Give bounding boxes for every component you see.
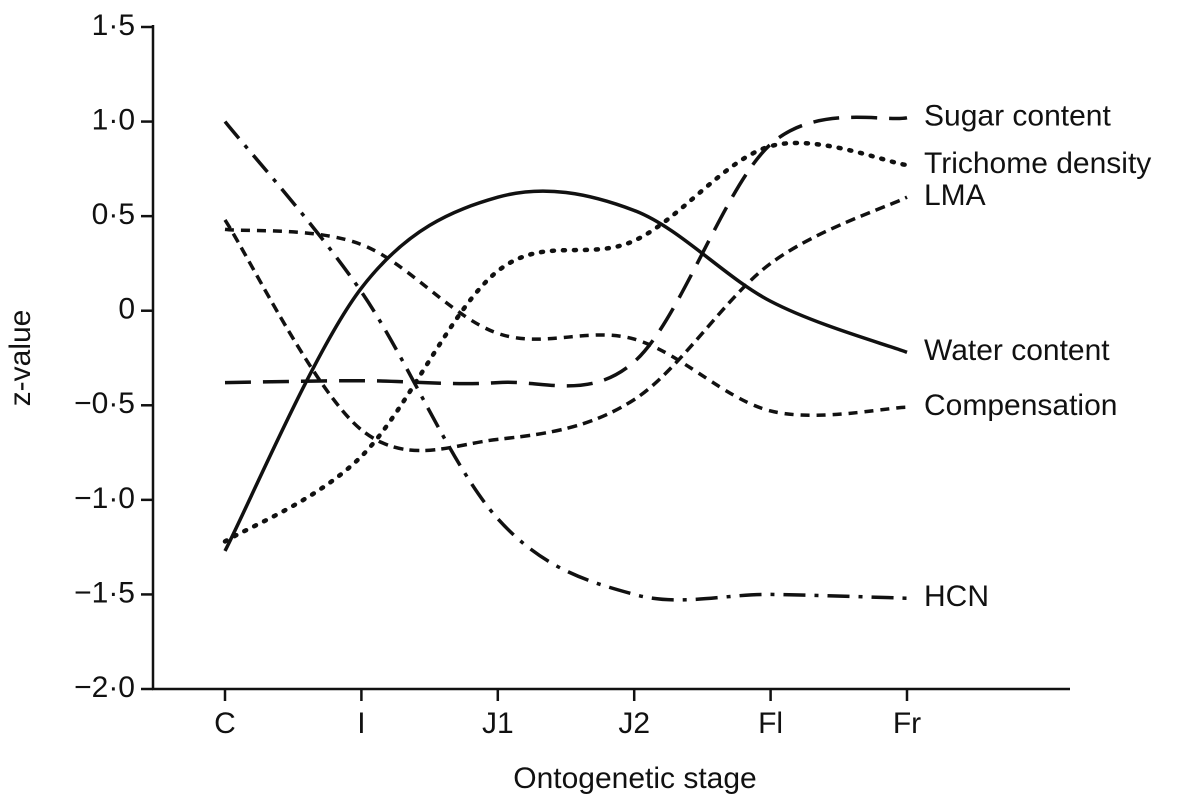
x-tick-label: J1 (482, 707, 514, 740)
x-tick-label: I (357, 707, 365, 740)
y-tick-label: −2·0 (74, 671, 135, 704)
x-tick-label: C (214, 707, 236, 740)
y-axis-label: z-value (4, 310, 37, 407)
y-tick-label: 1·5 (92, 9, 135, 42)
series-line (223, 195, 908, 453)
series-line (223, 189, 908, 552)
y-tick-label: 0 (118, 293, 135, 326)
series-line (223, 120, 908, 602)
series-label: Trichome density (924, 147, 1151, 180)
x-tick-label: J2 (618, 707, 650, 740)
series-label: Water content (924, 334, 1110, 367)
y-tick-label: 1·0 (92, 103, 135, 136)
y-tick-label: −1·5 (74, 576, 135, 609)
x-tick-label: Fr (893, 707, 921, 740)
series-label: Compensation (924, 389, 1117, 422)
series-line (224, 115, 908, 388)
series-line (222, 140, 910, 544)
y-tick-label: 0·5 (92, 198, 135, 231)
series-label: LMA (924, 179, 986, 212)
y-tick-label: −1·0 (74, 482, 135, 515)
series-label: Sugar content (924, 100, 1111, 133)
series-label: HCN (924, 580, 989, 613)
series-line (224, 227, 908, 417)
x-axis-label: Ontogenetic stage (513, 762, 757, 795)
y-tick-label: −0·5 (74, 387, 135, 420)
x-tick-label: Fl (758, 707, 783, 740)
